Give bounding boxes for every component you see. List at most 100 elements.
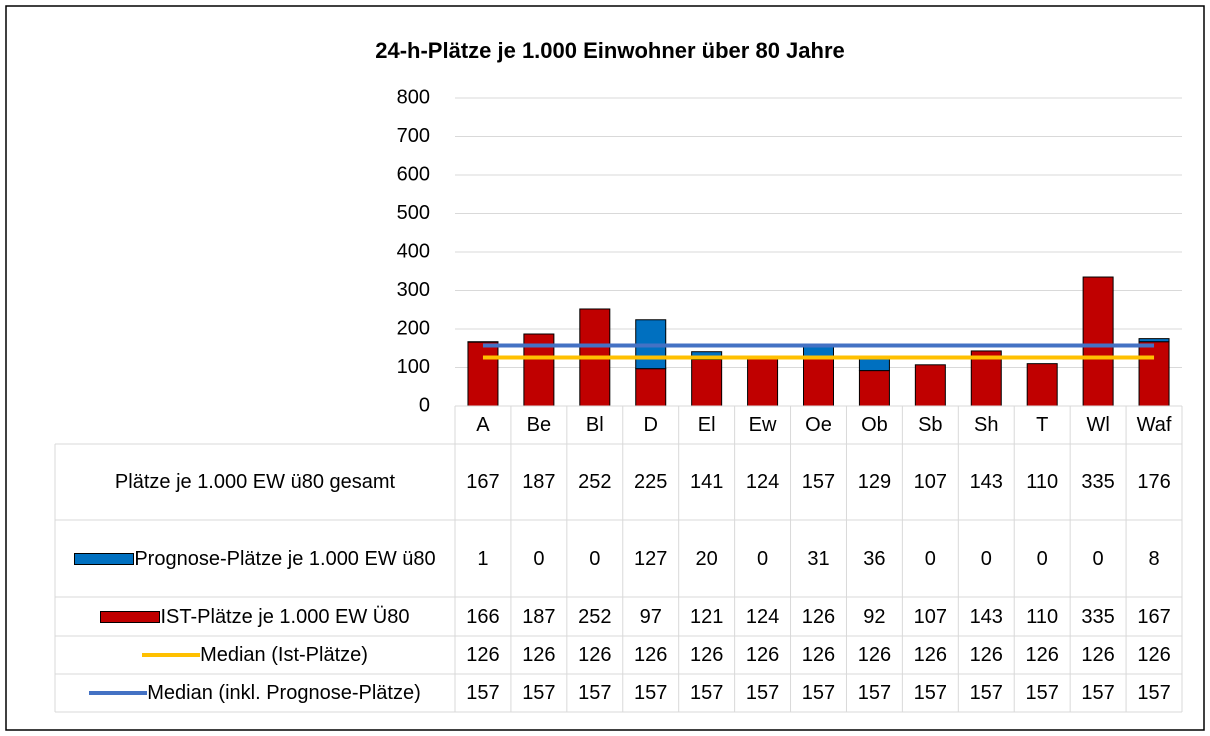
legend-key (142, 653, 201, 657)
legend-entry: Prognose-Plätze je 1.000 EW ü80 (55, 520, 455, 597)
table-value: 187 (522, 605, 556, 628)
table-value: 126 (634, 644, 668, 666)
table-value: 126 (745, 644, 780, 666)
legend-label: Median (inkl. Prognose-Plätze) (147, 682, 421, 704)
table-value: 126 (969, 644, 1003, 666)
bar-segment (970, 350, 1002, 407)
legend-key (74, 552, 135, 565)
table-value: 36 (863, 547, 886, 570)
y-tick-label: 400 (397, 240, 430, 262)
x-tick-label: Be (526, 414, 552, 436)
legend-entry: IST-Plätze je 1.000 EW Ü80 (55, 597, 455, 636)
table-value: 126 (801, 605, 836, 628)
table-value: 126 (466, 644, 500, 666)
y-tick-label: 200 (397, 317, 430, 339)
x-tick-label: El (697, 414, 716, 436)
table-value: 0 (533, 547, 545, 570)
x-tick-label: Wl (1086, 414, 1110, 436)
legend-label: IST-Plätze je 1.000 EW Ü80 (160, 605, 410, 628)
table-value: 110 (1026, 605, 1059, 628)
table-value: 97 (639, 605, 662, 628)
table-value: 157 (1137, 682, 1171, 704)
table-value: 157 (801, 471, 836, 493)
table-value: 126 (578, 644, 612, 666)
x-tick-label: Sb (918, 414, 943, 436)
table-value: 167 (466, 471, 500, 493)
table-value: 107 (913, 471, 948, 493)
y-tick-label: 0 (419, 394, 430, 416)
table-value: 0 (589, 547, 601, 570)
table-value: 126 (689, 644, 724, 666)
table-value: 157 (522, 682, 556, 704)
table-value: 157 (801, 682, 836, 704)
chart-title: 24-h-Plätze je 1.000 Einwohner über 80 J… (375, 38, 845, 63)
table-value: 121 (689, 605, 724, 628)
table-value: 335 (1081, 471, 1115, 493)
x-tick-label: D (643, 414, 658, 436)
x-tick-label: Ob (861, 414, 888, 436)
table-value: 166 (466, 605, 500, 628)
bar-segment (691, 358, 723, 407)
legend-label: Prognose-Plätze je 1.000 EW ü80 (134, 547, 436, 570)
table-value: 127 (634, 547, 668, 570)
y-tick-label: 100 (397, 356, 430, 378)
table-value: 157 (634, 682, 668, 704)
table-value: 126 (1081, 644, 1115, 666)
legend-label: Plätze je 1.000 EW ü80 gesamt (114, 471, 396, 493)
table-value: 126 (1025, 644, 1059, 666)
table-value: 126 (857, 644, 892, 666)
table-value: 92 (863, 605, 886, 628)
x-tick-label: T (1036, 414, 1049, 436)
table-value: 143 (969, 471, 1003, 493)
table-value: 157 (466, 682, 500, 704)
table-value: 31 (807, 547, 830, 570)
bar-segment (1082, 276, 1114, 407)
table-value: 126 (801, 644, 836, 666)
bar-segment (803, 356, 834, 407)
table-value: 0 (1092, 547, 1104, 570)
bar-segment (1026, 363, 1058, 407)
table-value: 126 (1137, 644, 1171, 666)
table-value: 124 (745, 605, 780, 628)
table-value: 0 (980, 547, 992, 570)
table-value: 0 (924, 547, 936, 570)
table-value: 252 (578, 605, 612, 628)
table-value: 0 (757, 547, 769, 570)
frame (5, 5, 1205, 731)
x-tick-label: Waf (1136, 414, 1172, 436)
table-value: 157 (1025, 682, 1059, 704)
bar-segment (1138, 338, 1170, 343)
table-value: 0 (1036, 547, 1048, 570)
legend-label: Median (Ist-Plätze) (200, 644, 368, 666)
table-value: 143 (969, 605, 1003, 628)
bar-segment (467, 341, 499, 407)
table-value: 157 (578, 682, 612, 704)
table-value: 8 (1148, 547, 1160, 570)
table-value: 157 (745, 682, 780, 704)
table-value: 157 (857, 682, 892, 704)
x-tick-label: Oe (805, 414, 832, 436)
table-value: 141 (689, 471, 724, 493)
bar-segment (914, 364, 946, 407)
x-tick-label: A (476, 414, 490, 436)
table-value: 110 (1026, 471, 1059, 493)
table-value: 167 (1137, 605, 1171, 628)
legend-entry: Median (inkl. Prognose-Plätze) (55, 674, 455, 712)
x-tick-label: Sh (974, 414, 999, 436)
legend-entry: Median (Ist-Plätze) (55, 636, 455, 674)
table-value: 124 (745, 471, 780, 493)
legend-key (100, 610, 161, 623)
table-value: 176 (1137, 471, 1171, 493)
bar-segment (1138, 341, 1170, 407)
y-tick-label: 500 (397, 202, 430, 224)
table-value: 187 (522, 471, 556, 493)
legend-entry: Plätze je 1.000 EW ü80 gesamt (55, 444, 455, 520)
y-tick-label: 700 (397, 125, 430, 147)
bar-segment (635, 368, 667, 407)
bar-segment (747, 357, 779, 407)
table-value: 126 (522, 644, 556, 666)
table-value: 157 (1081, 682, 1115, 704)
table-value: 157 (969, 682, 1003, 704)
